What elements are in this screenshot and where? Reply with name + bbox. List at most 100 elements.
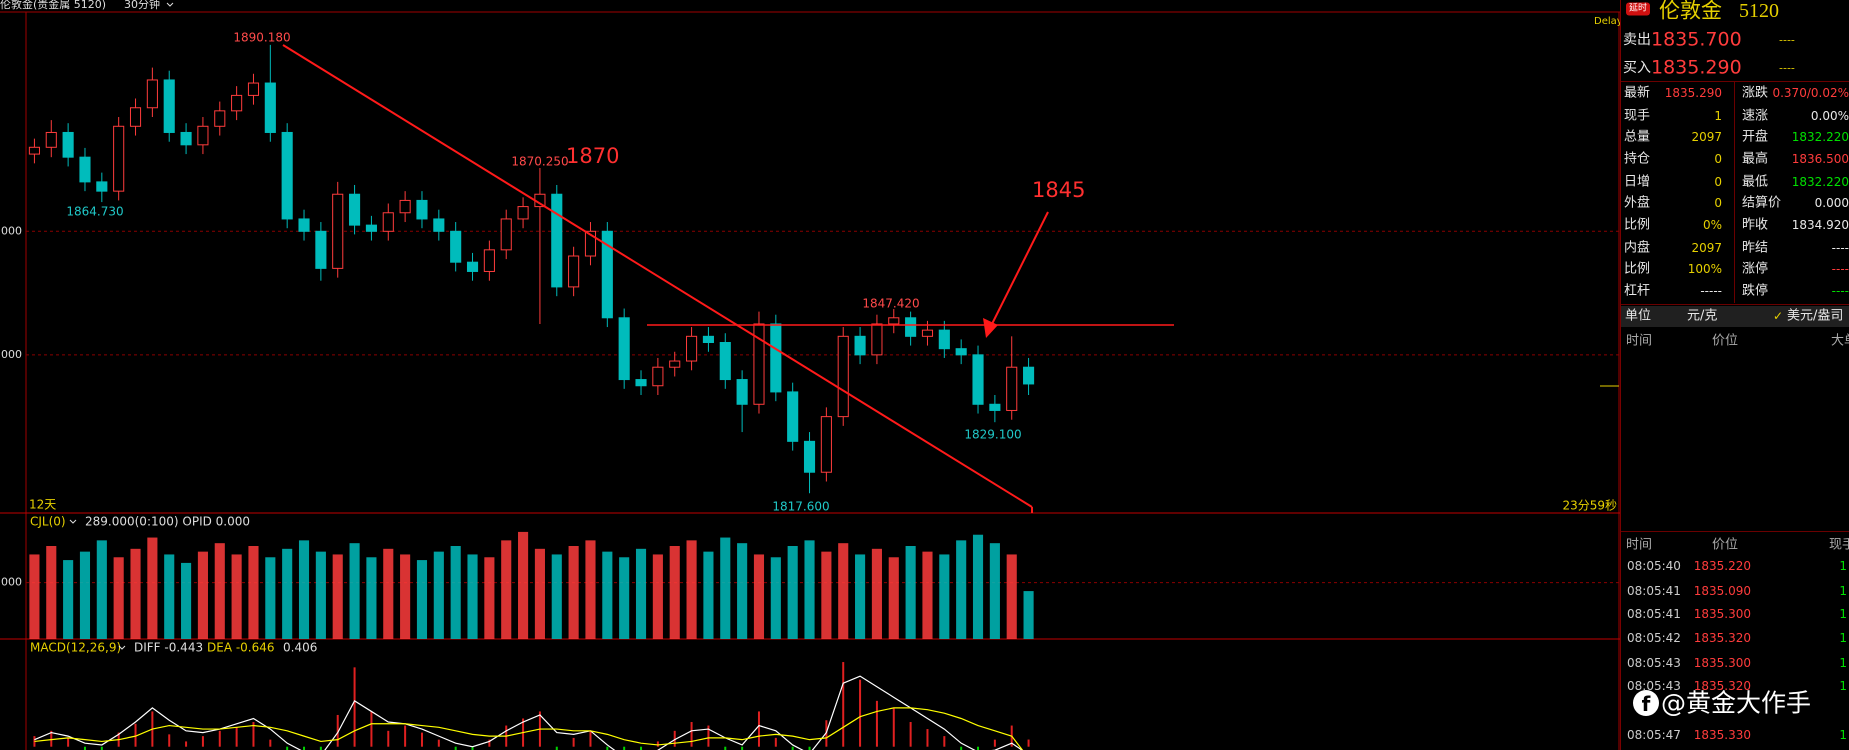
symbol-title: 伦敦金(贵金属 5120) bbox=[0, 0, 106, 11]
row-label: 涨停 bbox=[1742, 261, 1769, 277]
annotation: 1890.180 bbox=[233, 31, 290, 45]
macd-bar bbox=[690, 722, 693, 747]
column-header: 价位 bbox=[1711, 537, 1739, 553]
macd-bar bbox=[252, 722, 255, 747]
candle-body bbox=[854, 335, 866, 356]
tick-time: 08:05:40 bbox=[1627, 559, 1681, 573]
volume-bar bbox=[602, 551, 613, 639]
watermark: @黄金大作手 bbox=[1661, 688, 1812, 718]
macd-bar bbox=[218, 730, 221, 747]
macd-bar bbox=[235, 727, 238, 747]
candle-body bbox=[551, 193, 563, 288]
macd-bar bbox=[993, 739, 996, 747]
candle-body bbox=[669, 360, 681, 368]
candle-body bbox=[231, 94, 243, 112]
tick-price: 1835.330 bbox=[1693, 728, 1751, 742]
volume-bar bbox=[416, 560, 428, 639]
row-value: 0 bbox=[1714, 175, 1722, 189]
row-value: ---- bbox=[1831, 262, 1849, 276]
candle-body bbox=[888, 317, 900, 325]
candle-body bbox=[989, 403, 1001, 411]
candle-body bbox=[618, 317, 630, 381]
candle-body bbox=[62, 131, 74, 158]
span-label: 12天 bbox=[29, 498, 56, 512]
candle-body bbox=[399, 199, 411, 214]
row-label: 现手 bbox=[1624, 108, 1651, 124]
candle-body bbox=[921, 329, 934, 337]
macd-bar bbox=[842, 662, 845, 747]
macd-bar bbox=[640, 746, 643, 750]
row-value: 1835.290 bbox=[1664, 86, 1722, 100]
annotation: 1847.420 bbox=[862, 297, 919, 311]
volume-bar bbox=[838, 543, 849, 639]
trend-line bbox=[282, 44, 1033, 508]
volume-bar bbox=[652, 554, 663, 639]
volume-bar bbox=[332, 554, 343, 639]
macd-bar bbox=[875, 700, 878, 747]
volume-summary: 289.000(0:100) OPID 0.000 bbox=[85, 515, 250, 529]
row-value: 0.000 bbox=[1814, 196, 1849, 210]
macd-bar bbox=[623, 746, 626, 750]
row-value: 2097 bbox=[1691, 130, 1722, 144]
volume-title: CJL(0) bbox=[30, 515, 66, 529]
candle-body bbox=[601, 230, 613, 319]
buy-label: 买入 bbox=[1623, 60, 1651, 76]
tick-price: 1835.320 bbox=[1693, 679, 1751, 693]
divider bbox=[1734, 82, 1735, 303]
row-label: 昨收 bbox=[1742, 217, 1769, 233]
macd-diff: DIFF -0.443 bbox=[134, 641, 203, 655]
macd-bar bbox=[757, 711, 760, 747]
macd-title: MACD(12,26,9) bbox=[30, 641, 121, 655]
macd-bar bbox=[269, 739, 272, 747]
arrow bbox=[991, 211, 1049, 325]
volume-bar bbox=[349, 543, 360, 639]
candle-body bbox=[483, 249, 495, 272]
volume-bar bbox=[484, 557, 495, 639]
macd-bar bbox=[33, 736, 36, 747]
volume-bar bbox=[1023, 591, 1034, 639]
volume-bar bbox=[315, 551, 326, 639]
macd-bar bbox=[83, 746, 86, 750]
volume-bar bbox=[905, 546, 916, 639]
candle-body bbox=[264, 82, 276, 133]
volume-bar bbox=[821, 551, 832, 639]
candle-body bbox=[1006, 366, 1018, 411]
row-label: 比例 bbox=[1624, 261, 1651, 277]
volume-bar bbox=[804, 540, 815, 639]
volume-bar bbox=[467, 554, 478, 639]
row-label: 比例 bbox=[1624, 217, 1651, 233]
annotation: 1864.730 bbox=[66, 205, 123, 219]
macd-bar bbox=[303, 746, 306, 750]
tick-time: 08:05:43 bbox=[1627, 656, 1681, 670]
volume-bar bbox=[989, 543, 1000, 639]
tick-price: 1835.300 bbox=[1693, 656, 1751, 670]
tick-qty: 1 bbox=[1839, 584, 1847, 598]
candle-body bbox=[753, 323, 765, 405]
volume-bar bbox=[298, 540, 310, 639]
volume-bar bbox=[720, 537, 731, 639]
candle-body bbox=[466, 261, 479, 272]
macd-bar bbox=[791, 746, 794, 750]
volume-bar bbox=[972, 534, 984, 639]
candle-body bbox=[450, 230, 462, 263]
candle-body bbox=[652, 366, 664, 387]
row-label: 速涨 bbox=[1742, 108, 1769, 124]
tick-qty: 1 bbox=[1839, 728, 1847, 742]
volume-bar bbox=[164, 554, 175, 639]
candle-body bbox=[79, 156, 91, 183]
macd-bar bbox=[437, 739, 440, 747]
row-value: 1 bbox=[1714, 109, 1722, 123]
macd-bar bbox=[353, 667, 356, 747]
row-value: 0 bbox=[1714, 152, 1722, 166]
macd-bar bbox=[606, 746, 609, 750]
macd-bar bbox=[404, 725, 407, 747]
candle-body bbox=[719, 341, 731, 381]
row-label: 最高 bbox=[1742, 151, 1769, 167]
volume-bar bbox=[450, 546, 461, 639]
volume-bar bbox=[737, 543, 748, 639]
volume-bar bbox=[518, 531, 529, 639]
period: 30分钟 bbox=[124, 0, 160, 11]
macd-bar bbox=[370, 711, 373, 747]
candle-body bbox=[905, 317, 917, 337]
macd-bar bbox=[454, 746, 457, 750]
